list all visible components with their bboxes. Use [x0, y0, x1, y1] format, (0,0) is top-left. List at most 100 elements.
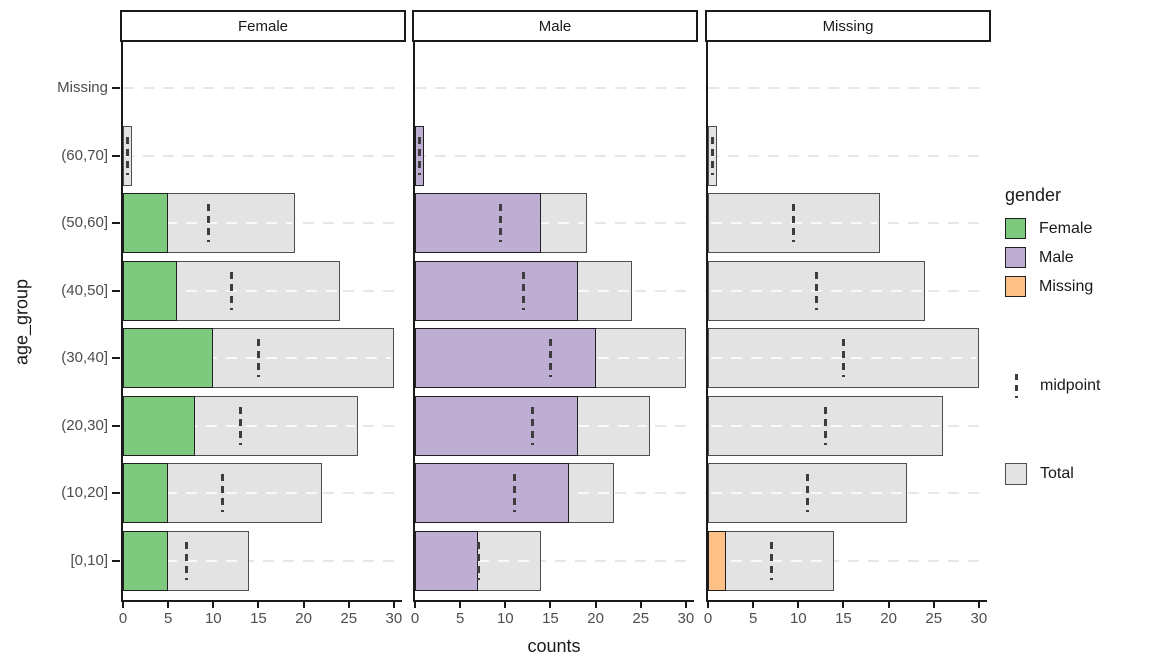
gridline [123, 559, 402, 562]
gender-bar [415, 395, 578, 456]
gender-bar [123, 463, 169, 524]
x-tick [707, 602, 709, 608]
y-tick [112, 492, 120, 495]
x-tick-label: 30 [677, 610, 695, 627]
y-axis-label: [0,10] [70, 551, 108, 569]
x-tick-label: 5 [748, 610, 758, 627]
bar-row [123, 260, 402, 321]
x-tick-label: 10 [496, 610, 514, 627]
midpoint-marker [476, 541, 480, 580]
midpoint-marker [814, 271, 818, 310]
bar-row [708, 260, 987, 321]
x-tick [122, 602, 124, 608]
x-tick-label: 30 [970, 610, 988, 627]
y-axis-label: (20,30] [61, 416, 108, 434]
bar-row [708, 530, 987, 591]
facet-strip-female: Female [120, 10, 406, 42]
legend-item-label: Male [1039, 248, 1074, 266]
gridline [123, 87, 402, 89]
x-tick-label: 30 [385, 610, 403, 627]
gender-bar [415, 193, 542, 254]
legend-item-label: midpoint [1040, 377, 1101, 394]
facet-panel-male [413, 42, 694, 602]
y-axis-label: (40,50] [61, 281, 108, 299]
gender-bar [123, 328, 214, 389]
y-tick [112, 357, 120, 360]
x-tick-label: 25 [340, 610, 358, 627]
gender-bar [415, 530, 479, 591]
legend-spacer [1005, 305, 1151, 373]
midpoint-marker [207, 204, 211, 243]
x-tick-label: 5 [163, 610, 173, 627]
x-tick [459, 602, 462, 608]
x-tick [932, 602, 935, 608]
facet-strip-missing: Missing [705, 10, 991, 42]
midpoint-marker [418, 136, 421, 175]
bar-row [708, 193, 987, 254]
facet-strip-label: Missing [822, 17, 874, 35]
gender-bar [415, 463, 569, 524]
y-tick [112, 424, 120, 427]
midpoint-marker [256, 339, 260, 378]
gender-bar [708, 530, 727, 591]
y-tick [112, 559, 120, 562]
bar-row [415, 530, 694, 591]
x-tick [752, 602, 755, 608]
legend-key-male-swatch [1005, 247, 1026, 268]
legend-key-female-swatch [1005, 218, 1026, 239]
x-tick [392, 602, 395, 608]
y-tick [112, 289, 120, 292]
bar-row [708, 463, 987, 524]
legend-item-midpoint: midpoint [1005, 373, 1151, 399]
x-axis-title: counts [527, 636, 581, 656]
legend-spacer [1005, 407, 1151, 463]
bar-row [123, 463, 402, 524]
x-tick [347, 602, 350, 608]
bar-row [708, 328, 987, 389]
bar-row [123, 193, 402, 254]
x-tick-label: 20 [295, 610, 312, 627]
legend-key-total-swatch [1005, 463, 1027, 485]
midpoint-marker [512, 474, 516, 513]
x-tick-label: 0 [118, 610, 128, 627]
gender-bar [123, 530, 169, 591]
x-tick-label: 10 [789, 610, 807, 627]
x-tick [257, 602, 260, 608]
y-axis-label: Missing [57, 79, 108, 96]
bar-row [415, 328, 694, 389]
x-tick [302, 602, 305, 608]
facet-strip-male: Male [412, 10, 698, 42]
bar-row [123, 328, 402, 389]
gender-bar [415, 260, 578, 321]
facet-panel-female [121, 42, 402, 602]
facet-strip-label: Male [538, 17, 572, 35]
x-tick [977, 602, 980, 608]
x-tick-label: 5 [455, 610, 465, 627]
bar-row [708, 125, 987, 186]
bar-row [415, 395, 694, 456]
gridline [415, 559, 694, 562]
gridline [708, 87, 987, 89]
bar-row [123, 58, 402, 118]
gender-bar [415, 328, 596, 389]
bar-row [708, 395, 987, 456]
legend-item-total: Total [1005, 463, 1151, 485]
legend: gender Female Male Missing midpoint Tota… [1005, 185, 1151, 493]
bar-row [123, 395, 402, 456]
y-tick [112, 154, 120, 157]
x-tick-label: 0 [703, 610, 713, 627]
legend-item-label: Female [1039, 219, 1093, 237]
y-axis-label: (50,60] [61, 214, 108, 232]
bar-row [415, 58, 694, 118]
midpoint-dash-icon [1005, 373, 1027, 399]
y-axis-label: (10,20] [61, 484, 108, 502]
x-tick-label: 25 [632, 610, 650, 627]
x-tick [887, 602, 890, 608]
gender-bar [123, 260, 178, 321]
midpoint-marker [521, 271, 525, 310]
gender-bar [123, 395, 196, 456]
midpoint-marker [220, 474, 224, 513]
y-tick [112, 87, 120, 89]
x-tick-label: 0 [410, 610, 420, 627]
